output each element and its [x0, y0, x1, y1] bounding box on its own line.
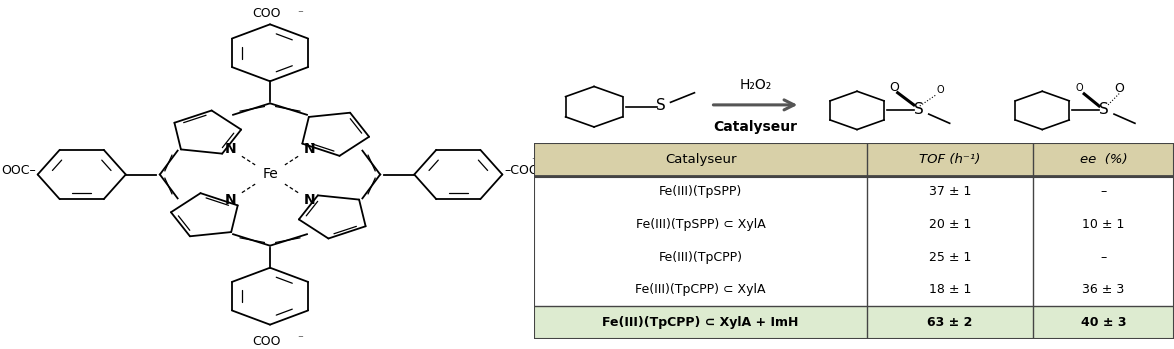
Text: O: O [937, 85, 945, 95]
Text: 40 ± 3: 40 ± 3 [1081, 316, 1126, 329]
Text: –: – [1100, 185, 1107, 199]
Text: TOF (h⁻¹): TOF (h⁻¹) [919, 153, 980, 166]
Text: N: N [303, 142, 315, 156]
Text: O: O [1075, 83, 1084, 93]
Text: ⁻: ⁻ [532, 157, 538, 166]
Text: 10 ± 1: 10 ± 1 [1082, 218, 1125, 231]
Text: Fe(III)(TpCPP) ⊂ XylA: Fe(III)(TpCPP) ⊂ XylA [635, 283, 765, 296]
Bar [534, 241, 1174, 273]
Text: Fe(III)(TpSPP) ⊂ XylA: Fe(III)(TpSPP) ⊂ XylA [635, 218, 765, 231]
Text: 25 ± 1: 25 ± 1 [929, 251, 971, 263]
Text: COO: COO [252, 335, 281, 348]
Text: O: O [1114, 82, 1124, 95]
Text: Fe(III)(TpCPP): Fe(III)(TpCPP) [659, 251, 742, 263]
Text: S: S [656, 98, 666, 113]
Text: H₂O₂: H₂O₂ [740, 77, 771, 92]
Text: Catalyseur: Catalyseur [664, 153, 736, 166]
Text: N: N [225, 193, 237, 207]
Bar [534, 143, 1174, 176]
Text: –COO: –COO [505, 164, 539, 177]
Text: N: N [225, 142, 237, 156]
Text: OOC–: OOC– [1, 164, 35, 177]
Text: Fe: Fe [262, 166, 278, 180]
Text: 18 ± 1: 18 ± 1 [929, 283, 971, 296]
Text: 63 ± 2: 63 ± 2 [927, 316, 973, 329]
Bar [534, 176, 1174, 208]
Text: COO: COO [252, 7, 281, 20]
Text: Fe(III)(TpCPP) ⊂ XylA + ImH: Fe(III)(TpCPP) ⊂ XylA + ImH [602, 316, 798, 329]
Text: ee  (%): ee (%) [1080, 153, 1127, 166]
Text: 36 ± 3: 36 ± 3 [1082, 283, 1125, 296]
Text: Fe(III)(TpSPP): Fe(III)(TpSPP) [659, 185, 742, 199]
Text: ⁻: ⁻ [297, 334, 303, 344]
Text: Catalyseur: Catalyseur [714, 120, 797, 134]
Text: ⁻: ⁻ [297, 9, 303, 19]
Bar [534, 306, 1174, 339]
Text: (R): (R) [1078, 164, 1104, 179]
Text: S: S [1099, 102, 1108, 117]
Text: O: O [889, 81, 899, 94]
Bar [534, 273, 1174, 306]
Bar [534, 208, 1174, 241]
Text: 20 ± 1: 20 ± 1 [929, 218, 971, 231]
Text: 37 ± 1: 37 ± 1 [929, 185, 971, 199]
Text: –: – [1100, 251, 1107, 263]
Text: (S): (S) [892, 164, 917, 179]
Text: S: S [913, 102, 924, 117]
Text: N: N [303, 193, 315, 207]
